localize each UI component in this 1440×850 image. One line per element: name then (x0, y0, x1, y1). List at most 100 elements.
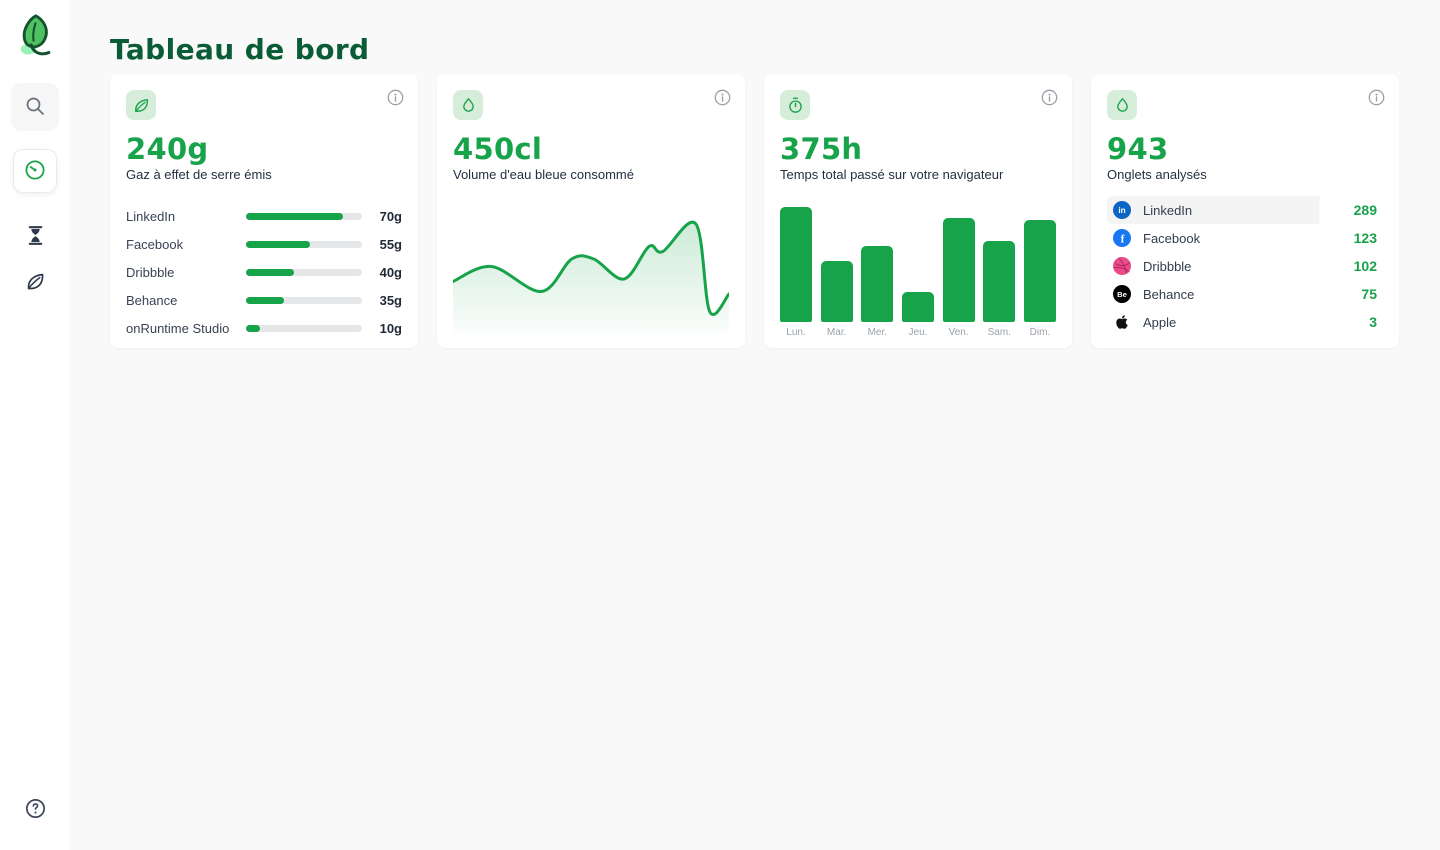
ghg-row: Behance 35g (126, 286, 402, 314)
time-bar (1023, 220, 1056, 322)
stopwatch-icon (780, 90, 810, 120)
info-icon[interactable] (1041, 89, 1058, 106)
card-tabs: 943 Onglets analysés in LinkedIn 289 f Faceb… (1091, 74, 1399, 348)
sidebar-item-help[interactable] (17, 792, 53, 828)
site-label: Facebook (1143, 230, 1201, 246)
site-label: onRuntime Studio (126, 320, 230, 336)
time-bar-column: Jeu. (901, 207, 934, 339)
bar-track (246, 324, 362, 332)
ghg-bar-list: LinkedIn 70g Facebook 55g Dribbble 40g Behance… (126, 202, 402, 342)
card-time: 375h Temps total passé sur votre navigat… (764, 74, 1072, 348)
time-bar-chart: Lun. Mar. Mer. Jeu. Ven. Sam. Dim. (780, 207, 1056, 339)
linkedin-icon: in (1113, 201, 1131, 219)
site-value: 289 (1353, 202, 1377, 218)
card-label: Volume d'eau bleue consommé (453, 167, 634, 182)
info-icon[interactable] (1368, 89, 1385, 106)
day-label: Sam. (987, 327, 1011, 338)
time-bar (820, 261, 853, 322)
analysed-tabs-list: in LinkedIn 289 f Facebook 123 Dribbble 102 Be Be… (1107, 196, 1383, 336)
site-label: LinkedIn (126, 208, 176, 224)
ghg-row: Facebook 55g (126, 230, 402, 258)
day-label: Ven. (948, 327, 969, 338)
time-bar (942, 218, 975, 322)
tab-row-behance[interactable]: Be Behance 75 (1107, 280, 1383, 308)
site-value: 10g (379, 320, 402, 336)
card-value: 450cl (453, 132, 543, 166)
gauge-icon (23, 158, 47, 185)
drop-icon (453, 90, 483, 120)
dribbble-icon (1113, 257, 1131, 275)
svg-text:in: in (1118, 206, 1125, 215)
card-value: 375h (780, 132, 863, 166)
time-bar-column: Ven. (942, 207, 975, 339)
bar-fill (246, 324, 260, 332)
time-bar-column: Mer. (861, 207, 894, 339)
site-value: 40g (379, 264, 402, 280)
site-label: Dribbble (1143, 258, 1192, 274)
site-label: LinkedIn (1143, 202, 1193, 218)
svg-text:Be: Be (1117, 290, 1127, 299)
site-value: 75 (1361, 286, 1377, 302)
bar-track (246, 268, 362, 276)
info-icon[interactable] (714, 89, 731, 106)
card-value: 240g (126, 132, 209, 166)
site-label: Behance (1143, 286, 1195, 302)
site-value: 123 (1353, 230, 1377, 246)
sidebar-item-impact[interactable] (17, 265, 53, 301)
hourglass-icon (24, 224, 47, 250)
bar-track (246, 296, 362, 304)
bar-track (246, 240, 362, 248)
time-bar-column: Dim. (1023, 207, 1056, 339)
time-bar (901, 292, 934, 322)
day-label: Mer. (867, 327, 888, 338)
site-value: 102 (1353, 258, 1377, 274)
help-circle-icon (24, 797, 47, 823)
facebook-icon: f (1113, 229, 1131, 247)
drop-icon (1107, 90, 1137, 120)
time-bar (983, 241, 1016, 322)
sidebar (0, 0, 70, 850)
time-bar (780, 207, 812, 322)
sidebar-item-search[interactable] (11, 83, 59, 131)
site-label: Dribbble (126, 264, 175, 280)
time-bar-column: Lun. (780, 207, 812, 339)
sidebar-item-dashboard[interactable] (13, 149, 57, 193)
site-label: Apple (1143, 314, 1177, 330)
day-label: Dim. (1029, 327, 1051, 338)
main-content: Tableau de bord 240g Gaz à effet de serr… (70, 0, 1440, 348)
bar-track (246, 212, 362, 220)
bar-fill (246, 240, 310, 248)
site-value: 3 (1369, 314, 1377, 330)
tab-row-apple[interactable]: Apple 3 (1107, 308, 1383, 336)
site-value: 70g (379, 208, 402, 224)
site-label: Behance (126, 292, 178, 308)
time-bar-column: Sam. (983, 207, 1016, 339)
app-logo-leaf-icon[interactable] (14, 12, 56, 64)
cards-row: 240g Gaz à effet de serre émis LinkedIn 7… (110, 74, 1400, 348)
card-label: Gaz à effet de serre émis (126, 167, 272, 182)
apple-icon (1113, 313, 1131, 331)
leaf-icon (24, 270, 47, 296)
tab-row-dribbble[interactable]: Dribbble 102 (1107, 252, 1383, 280)
bar-fill (246, 296, 285, 304)
time-bar (861, 246, 894, 322)
day-label: Mar. (826, 327, 847, 338)
svg-text:f: f (1121, 233, 1125, 245)
search-icon (24, 95, 46, 120)
tab-row-linkedin[interactable]: in LinkedIn 289 (1107, 196, 1383, 224)
bar-fill (246, 268, 294, 276)
tab-row-facebook[interactable]: f Facebook 123 (1107, 224, 1383, 252)
day-label: Jeu. (908, 327, 928, 338)
water-area-chart (453, 220, 729, 334)
info-icon[interactable] (387, 89, 404, 106)
card-label: Onglets analysés (1107, 167, 1207, 182)
behance-icon: Be (1113, 285, 1131, 303)
time-bar-column: Mar. (820, 207, 853, 339)
bar-fill (246, 212, 344, 220)
ghg-row: LinkedIn 70g (126, 202, 402, 230)
site-value: 55g (379, 236, 402, 252)
site-label: Facebook (126, 236, 184, 252)
sidebar-item-history[interactable] (17, 219, 53, 255)
page-title: Tableau de bord (110, 33, 370, 66)
day-label: Lun. (786, 327, 806, 338)
